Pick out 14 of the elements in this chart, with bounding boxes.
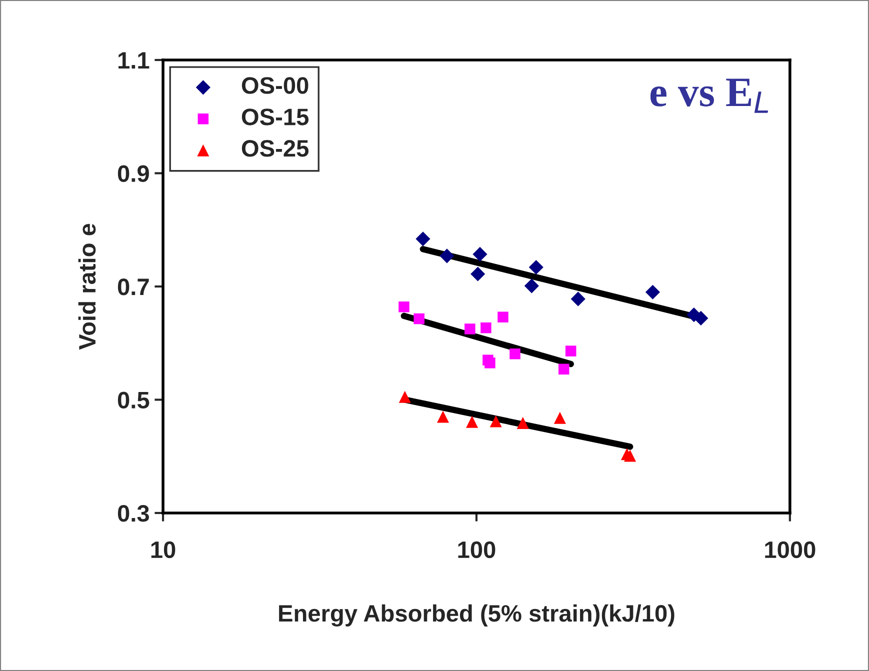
x-tick-label: 100: [458, 541, 496, 558]
annotation: e vs E$_{L}$: [650, 78, 768, 113]
y-tick-label: 0.7: [118, 278, 149, 296]
y-axis-title: Void ratio e: [78, 224, 96, 350]
y-tick-label: 1.1: [118, 52, 150, 69]
y-tick-label: 0.3: [118, 505, 149, 522]
x-tick-label: 10: [151, 541, 176, 558]
legend-label: OS-25: [242, 140, 309, 157]
legend-label: OS-15: [242, 108, 309, 126]
x-axis-title: Energy Absorbed (5% strain)(kJ/10): [279, 604, 674, 627]
y-tick-label: 0.5: [118, 392, 150, 409]
x-tick-label: 1000: [765, 541, 816, 558]
legend-label: OS-00: [242, 77, 308, 94]
y-tick-label: 0.9: [118, 165, 149, 182]
